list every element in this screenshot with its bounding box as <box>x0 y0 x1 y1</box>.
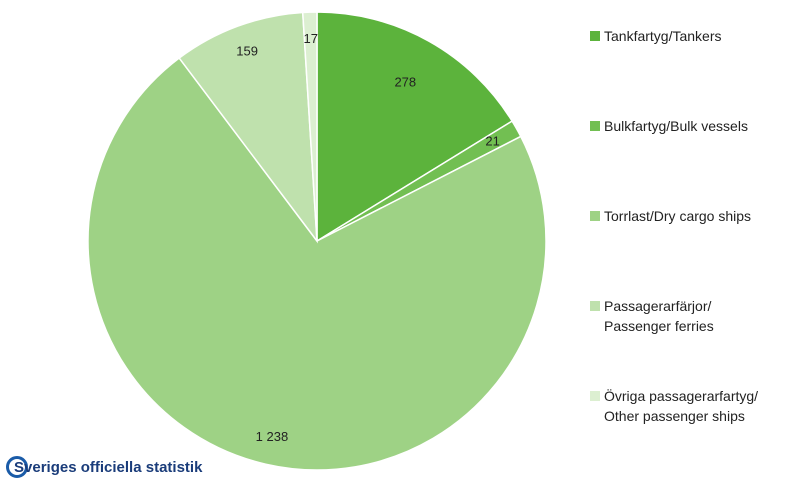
pie-slice <box>178 11 318 244</box>
legend-item: Tankfartyg/Tankers <box>590 26 722 46</box>
legend-label: Bulkfartyg/Bulk vessels <box>604 118 748 134</box>
legend-label: Torrlast/Dry cargo ships <box>604 208 752 224</box>
legend-item: Passagerarfärjor/ Passenger ferries <box>590 296 714 336</box>
legend-swatch <box>590 211 600 221</box>
legend-swatch <box>590 121 600 131</box>
pie-slice <box>316 11 514 243</box>
data-label: 159 <box>236 43 258 58</box>
legend-item: Övriga passagerarfartyg/ Other passenger… <box>590 386 758 426</box>
logo: Sveriges officiella statistik <box>6 456 202 478</box>
legend-label: Passagerarfärjor/ Passenger ferries <box>604 298 714 334</box>
pie-slice <box>87 57 547 471</box>
data-label: 21 <box>485 134 499 149</box>
legend-item: Torrlast/Dry cargo ships <box>590 206 751 226</box>
data-label: 278 <box>394 75 416 90</box>
pie-slice <box>301 11 318 242</box>
legend-item: Bulkfartyg/Bulk vessels <box>590 116 748 136</box>
legend-label: Övriga passagerarfartyg/ Other passenger… <box>604 388 759 424</box>
legend-swatch <box>590 31 600 41</box>
data-label: 17 <box>303 31 317 46</box>
legend-label: Tankfartyg/Tankers <box>604 28 722 44</box>
data-label: 1 238 <box>256 429 289 444</box>
legend-swatch <box>590 391 600 401</box>
logo-ring <box>6 456 28 478</box>
legend-swatch <box>590 301 600 311</box>
chart: 278 21 1 238 159 17 <box>87 11 547 471</box>
footer: Sveriges officiella statistik <box>14 458 203 476</box>
